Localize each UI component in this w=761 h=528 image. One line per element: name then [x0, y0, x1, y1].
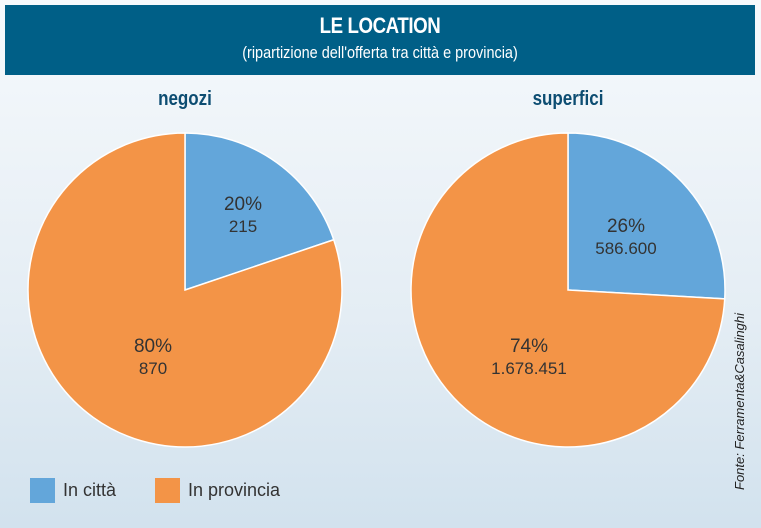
- chart-title: LE LOCATION: [319, 13, 441, 38]
- slice-percent-label: 80%: [134, 336, 172, 357]
- chart-subtitle: (ripartizione dell'offerta tra città e p…: [242, 43, 518, 62]
- pie-slice-citta: [184, 132, 335, 292]
- slice-value-label: 586.600: [595, 239, 656, 258]
- legend-item-provincia: In provincia: [155, 478, 280, 503]
- chart-header: LE LOCATION (ripartizione dell'offerta t…: [5, 5, 755, 75]
- slice-value-label: 215: [229, 217, 257, 236]
- slice-value-label: 870: [139, 359, 167, 378]
- slice-percent-label: 20%: [224, 194, 262, 215]
- pie-slice-citta: [567, 132, 726, 300]
- pie-slice-provincia: [27, 132, 343, 448]
- slice-percent-label: 74%: [510, 336, 548, 357]
- legend-item-citta: In città: [30, 478, 116, 503]
- source-note: Fonte: Ferramenta&Casalinghi: [732, 312, 747, 490]
- legend-swatch: [155, 478, 180, 503]
- pie-title-superfici: superfici: [532, 88, 604, 110]
- slice-percent-label: 26%: [607, 216, 645, 237]
- legend-label: In provincia: [188, 480, 281, 500]
- pie-title-negozi: negozi: [158, 88, 212, 110]
- legend-label: In città: [63, 480, 117, 500]
- pie-slice-provincia: [410, 132, 726, 448]
- legend-swatch: [30, 478, 55, 503]
- slice-value-label: 1.678.451: [491, 359, 567, 378]
